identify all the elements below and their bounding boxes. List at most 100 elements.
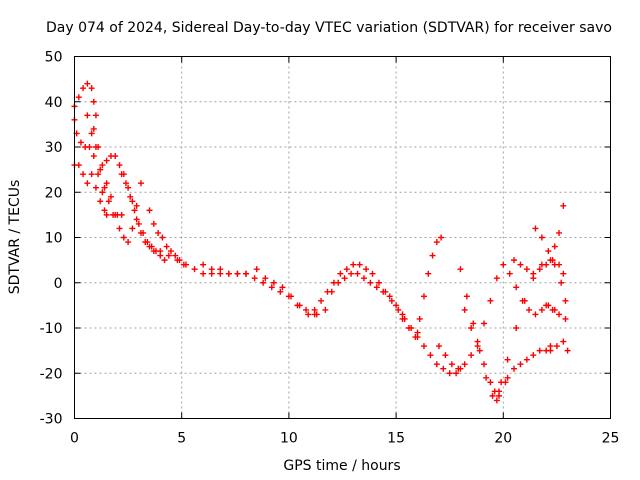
data-point (311, 306, 318, 313)
data-point (487, 297, 494, 304)
data-point (543, 302, 550, 309)
x-tick-label: 15 (387, 431, 405, 447)
data-point (200, 270, 207, 277)
data-point (498, 379, 505, 386)
data-point (521, 297, 528, 304)
data-point (388, 297, 395, 304)
data-point (380, 288, 387, 295)
data-point (538, 261, 545, 268)
x-tick-label: 20 (494, 431, 512, 447)
data-point (105, 198, 112, 205)
data-point (551, 261, 558, 268)
data-point (129, 225, 136, 232)
data-point (416, 315, 423, 322)
data-point (92, 112, 99, 119)
data-point (455, 365, 462, 372)
data-point (217, 266, 224, 273)
data-point (84, 80, 91, 87)
y-tick-label: -20 (40, 366, 63, 382)
x-tick-label: 5 (177, 431, 186, 447)
y-tick-label: -30 (40, 412, 63, 428)
data-point (476, 347, 483, 354)
data-point (457, 266, 464, 273)
data-point (99, 189, 106, 196)
series-track-6 (103, 153, 157, 255)
chart-title: Day 074 of 2024, Sidereal Day-to-day VTE… (46, 20, 612, 36)
data-point (251, 275, 258, 282)
y-tick-label: 30 (45, 140, 63, 156)
data-point (148, 243, 155, 250)
series-track-1 (71, 80, 99, 119)
y-tick-label: 0 (54, 276, 63, 292)
data-point (328, 288, 335, 295)
data-point (414, 334, 421, 341)
data-point (80, 85, 87, 92)
data-point (101, 207, 108, 214)
data-point (253, 266, 260, 273)
data-point (155, 229, 162, 236)
data-point (442, 352, 449, 359)
data-point (461, 306, 468, 313)
data-point (560, 270, 567, 277)
data-point (386, 293, 393, 300)
data-point (427, 352, 434, 359)
y-tick-label: 10 (45, 231, 63, 247)
data-point (493, 275, 500, 282)
data-point (84, 180, 91, 187)
data-point (538, 234, 545, 241)
data-point (517, 361, 524, 368)
data-point (461, 361, 468, 368)
data-point (375, 279, 382, 286)
data-point (97, 198, 104, 205)
data-point (483, 374, 490, 381)
data-point (433, 239, 440, 246)
data-point (161, 257, 168, 264)
data-point (99, 162, 106, 169)
series-track-15 (414, 334, 464, 377)
data-point (84, 112, 91, 119)
y-tick-label: -10 (40, 321, 63, 337)
series-track-14 (399, 234, 445, 341)
data-point (399, 315, 406, 322)
data-point (135, 220, 142, 227)
data-point (560, 338, 567, 345)
data-point (337, 270, 344, 277)
data-point (513, 325, 520, 331)
data-point (556, 229, 563, 236)
data-point (322, 306, 329, 313)
data-point (429, 252, 436, 259)
data-point (545, 248, 552, 255)
data-point (118, 211, 125, 218)
data-point (356, 261, 363, 268)
y-axis-title: SDTVAR / TECUs (7, 180, 23, 295)
data-point (140, 229, 147, 236)
series-track-7 (118, 171, 168, 264)
y-tick-label: 50 (45, 50, 63, 66)
y-tick-label: 20 (45, 185, 63, 201)
data-point (88, 130, 95, 137)
data-point (277, 288, 284, 295)
series-track-5 (90, 125, 144, 246)
data-point (547, 343, 554, 350)
data-point (341, 275, 348, 282)
data-point (453, 370, 460, 377)
data-point (373, 284, 380, 291)
series-track-8 (146, 207, 187, 268)
x-axis-title: GPS time / hours (283, 458, 400, 474)
data-point (167, 248, 174, 255)
data-point (144, 239, 151, 246)
data-point (493, 397, 500, 404)
data-point (435, 343, 442, 350)
data-point (395, 306, 402, 313)
data-point (268, 284, 275, 291)
data-point (468, 325, 475, 331)
data-point (420, 293, 427, 300)
series-track-21 (511, 257, 567, 277)
data-point (305, 311, 312, 318)
data-point (425, 270, 432, 277)
data-point (97, 166, 104, 173)
series-track-25 (543, 302, 569, 322)
data-point (440, 365, 447, 372)
data-point (125, 239, 132, 246)
